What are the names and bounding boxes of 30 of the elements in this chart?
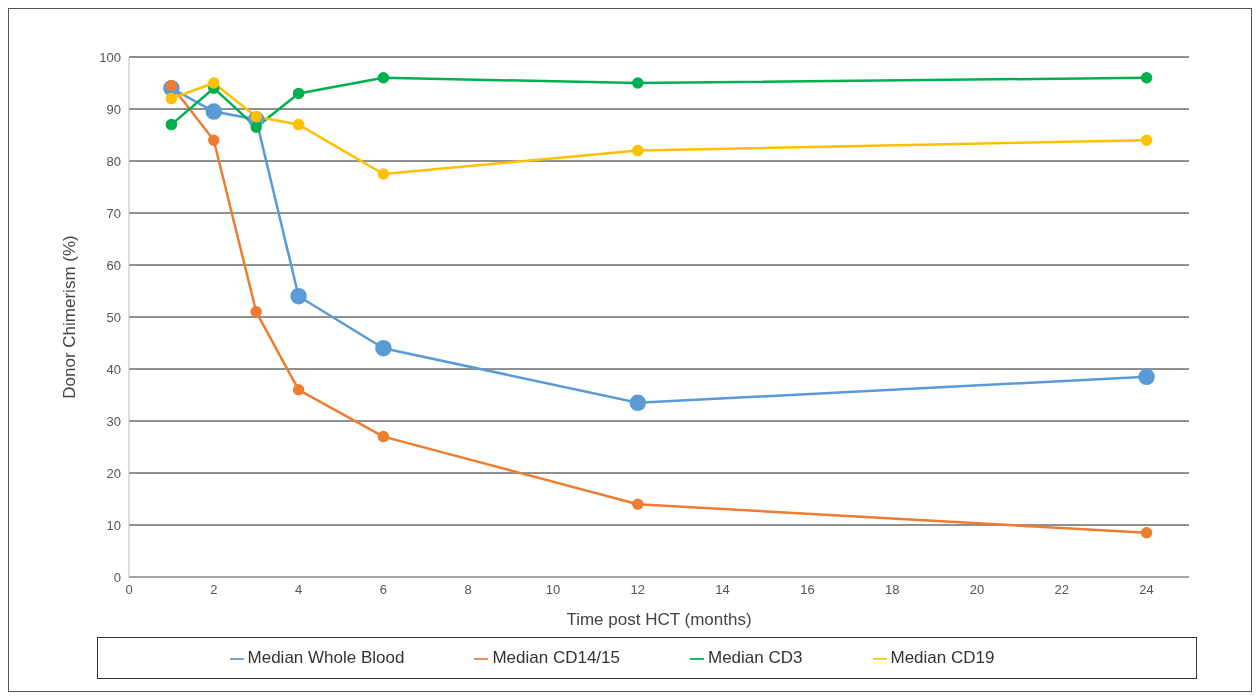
x-tick-label: 18 [884,582,900,598]
x-tick-label: 12 [630,582,646,598]
x-tick-label: 20 [969,582,985,598]
y-tick-label: 10 [106,517,121,533]
y-tick-label: 90 [106,101,121,117]
y-tick-label: 30 [106,413,121,429]
y-tick-label: 0 [113,569,121,585]
x-tick-label: 0 [125,582,133,598]
legend-label: Median CD19 [890,648,995,667]
x-axis-title: Time post HCT (months) [566,610,752,629]
x-tick-label: 6 [379,582,388,598]
y-tick-label: 20 [106,465,121,481]
legend-label: Median Whole Blood [247,648,405,667]
x-tick-label: 16 [800,582,815,598]
x-tick-label: 8 [464,582,472,598]
y-axis-title: Donor Chimerism (%) [60,235,80,399]
x-tick-label: 24 [1139,582,1154,598]
y-tick-label: 100 [99,49,121,65]
y-tick-label: 60 [106,257,121,273]
x-tick-label: 2 [210,582,218,598]
x-tick-label: 14 [715,582,730,598]
y-tick-label: 80 [106,153,121,169]
y-tick-label: 70 [106,205,121,221]
x-tick-label: 10 [545,582,561,598]
legend-label: Median CD3 [708,648,803,667]
x-tick-label: 22 [1054,582,1070,598]
y-tick-label: 40 [106,361,121,377]
legend-label: Median CD14/15 [492,648,620,667]
x-tick-label: 4 [294,582,303,598]
y-tick-label: 50 [106,309,121,325]
